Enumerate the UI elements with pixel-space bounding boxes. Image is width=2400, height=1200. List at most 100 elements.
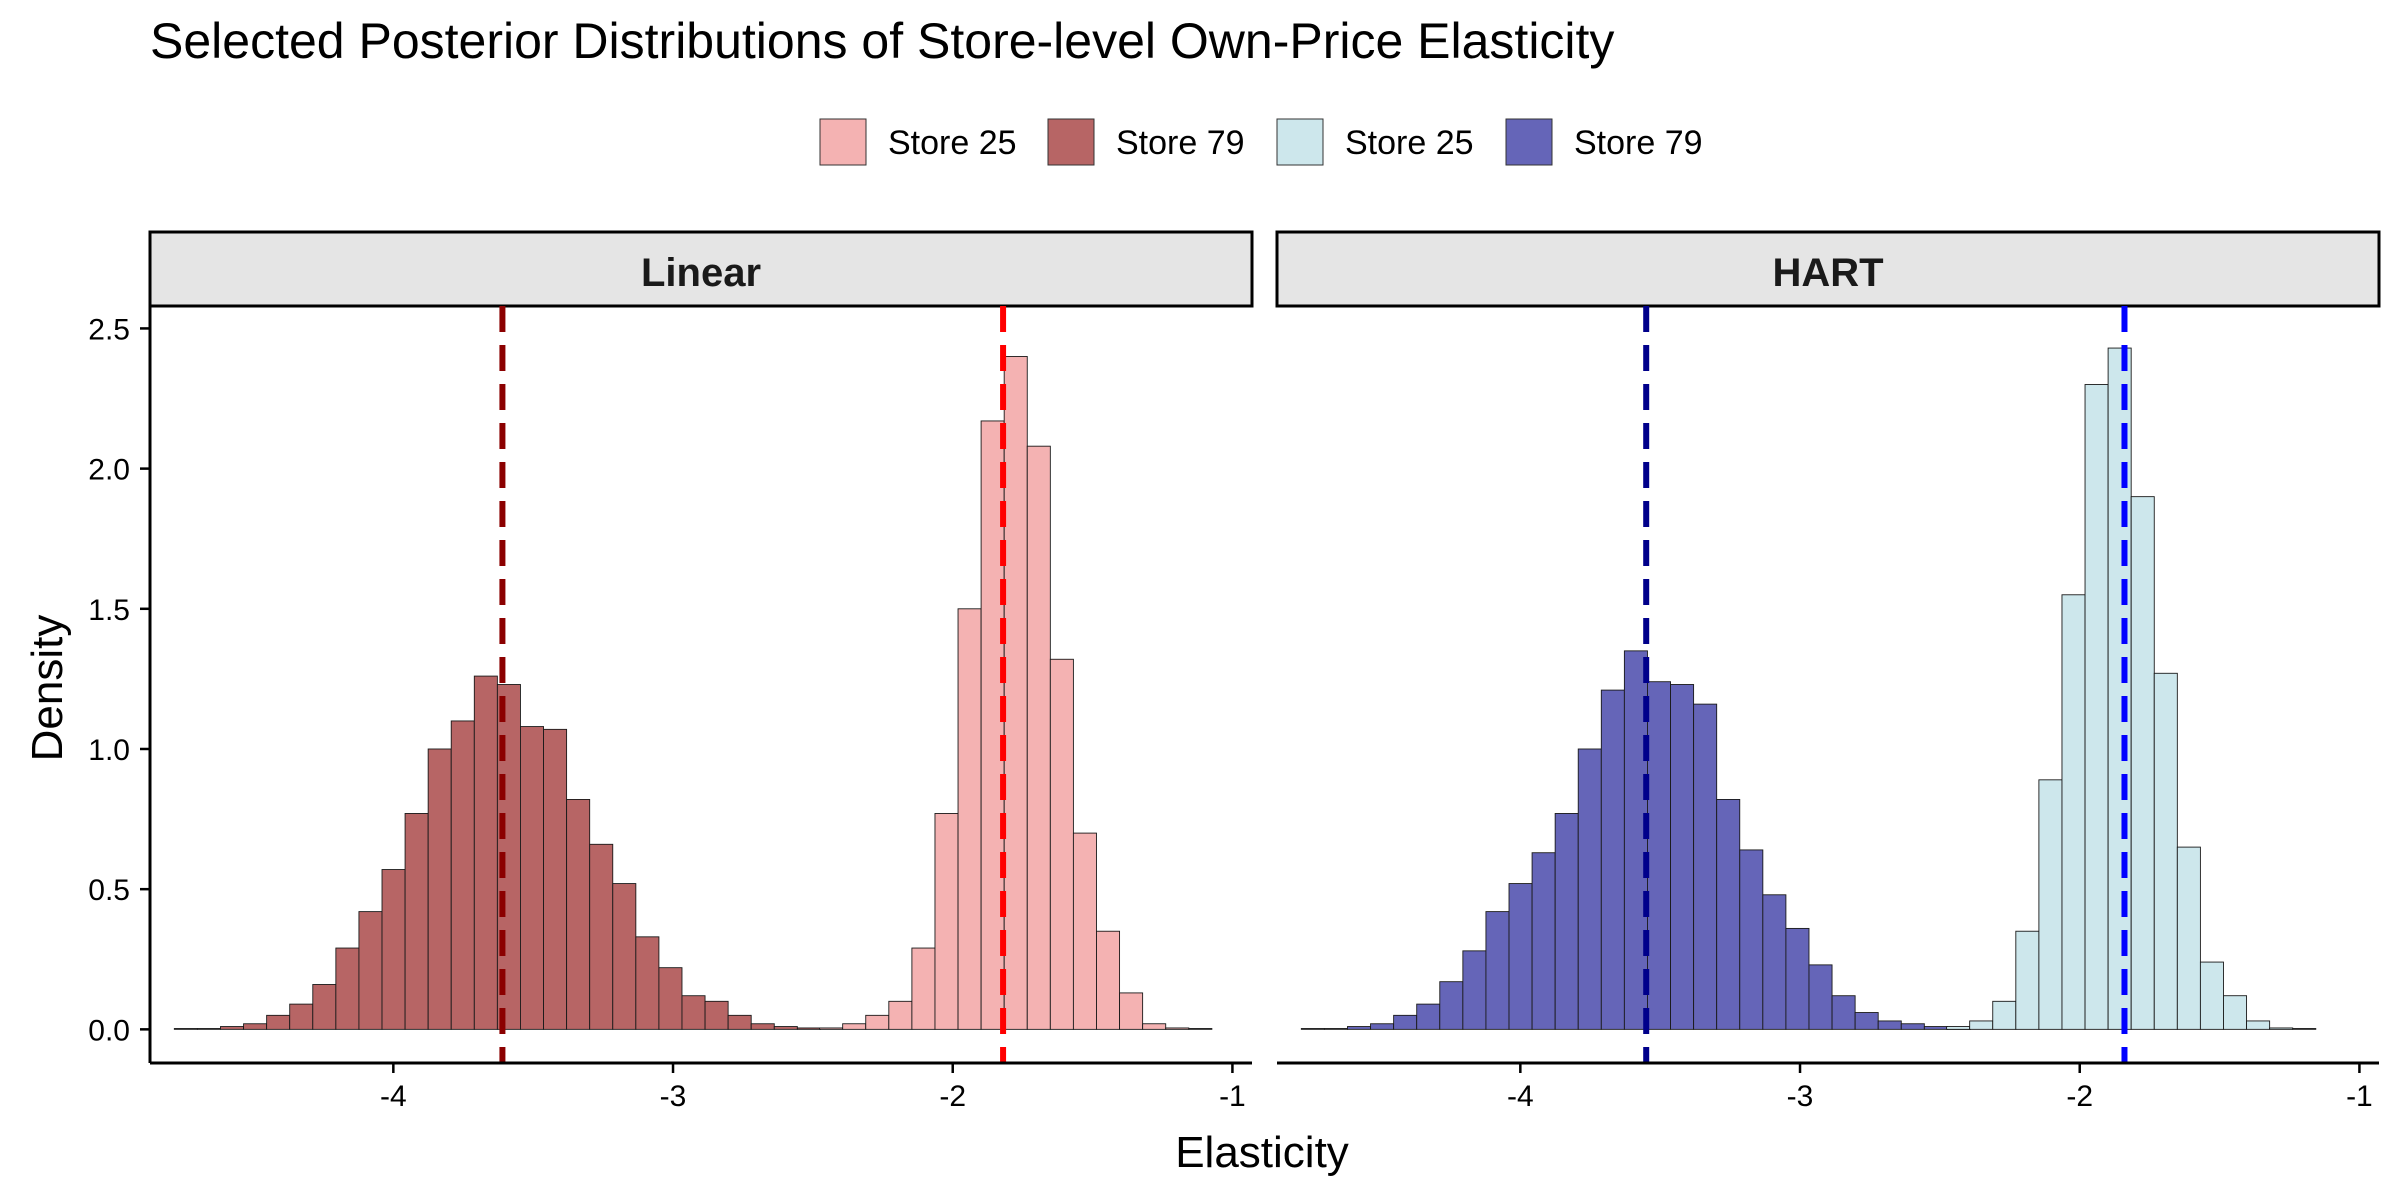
histogram-bar xyxy=(2038,779,2063,1030)
histogram-bar xyxy=(243,1023,268,1030)
histogram-bar xyxy=(1508,883,1533,1030)
chart-title: Selected Posterior Distributions of Stor… xyxy=(150,13,1614,69)
histogram-bar xyxy=(2153,672,2178,1030)
y-tick-label: 0.5 xyxy=(88,874,130,907)
legend-label: Store 25 xyxy=(888,124,1017,162)
facet-strip-label: HART xyxy=(1772,251,1883,295)
histogram-bar xyxy=(1739,849,1764,1030)
histogram-bar xyxy=(911,947,936,1030)
x-tick-label: -2 xyxy=(939,1080,966,1113)
histogram-bar xyxy=(1969,1020,1994,1030)
histogram-bar xyxy=(612,883,637,1030)
histogram-bar xyxy=(589,843,614,1030)
legend-swatch xyxy=(1047,118,1095,166)
y-tick-label: 1.5 xyxy=(88,594,130,627)
legend-label: Store 79 xyxy=(1116,124,1245,162)
histogram-bar xyxy=(1347,1026,1371,1030)
histogram-bar xyxy=(543,728,568,1030)
histogram-bar xyxy=(2269,1027,2294,1030)
facet-panels: Linear -4 -3 -2 -1 HART -4 -3 -2 -1 xyxy=(148,230,2381,1113)
legend: Store 25 Store 79 Store 25 Store 79 xyxy=(819,118,1703,166)
facet-panel-hart: HART -4 -3 -2 -1 xyxy=(1275,230,2381,1113)
histogram-bar xyxy=(1370,1023,1395,1030)
histogram-bar xyxy=(635,936,660,1030)
histogram-bar xyxy=(1854,1012,1879,1030)
histogram-bar xyxy=(819,1027,844,1030)
legend-label: Store 79 xyxy=(1574,124,1703,162)
histogram-bar xyxy=(1165,1027,1190,1030)
histogram-bar xyxy=(196,1028,221,1030)
y-tick-label: 0.0 xyxy=(88,1014,130,1047)
y-axis: 0.0 0.5 1.0 1.5 2.0 2.5 xyxy=(88,306,152,1063)
histogram-bar xyxy=(1300,1028,1325,1030)
histogram-bar xyxy=(2292,1028,2317,1030)
histogram-store-25 xyxy=(1946,347,2317,1030)
legend-swatch xyxy=(1505,118,1553,166)
histogram-bar xyxy=(1393,1014,1418,1030)
histogram-bar xyxy=(888,1000,913,1030)
x-tick-label: -4 xyxy=(380,1080,407,1113)
histogram-bar xyxy=(1531,852,1556,1030)
histogram-bar xyxy=(1188,1028,1213,1030)
histogram-bar xyxy=(220,1026,244,1030)
histogram-bar xyxy=(865,1014,890,1030)
histogram-bar xyxy=(1600,689,1625,1030)
facet-strip xyxy=(1275,230,2381,308)
histogram-bar xyxy=(1142,1023,1167,1030)
histogram-bar xyxy=(1485,911,1510,1030)
histogram-bar xyxy=(1831,995,1856,1030)
x-tick-label: -3 xyxy=(1787,1080,1814,1113)
histogram-bar xyxy=(1462,950,1487,1030)
histogram-bar xyxy=(704,1000,729,1030)
histogram-store-79 xyxy=(1300,650,1971,1030)
facet-strip xyxy=(148,230,1254,308)
histogram-bar xyxy=(1900,1023,1925,1030)
histogram-bar xyxy=(266,1014,291,1030)
y-tick-label: 2.0 xyxy=(88,454,130,487)
histogram-bar xyxy=(1416,1003,1441,1030)
x-tick-label: -1 xyxy=(1219,1080,1246,1113)
histogram-bar xyxy=(289,1003,314,1030)
histogram-bar xyxy=(312,984,337,1030)
histogram-bar xyxy=(1785,927,1810,1030)
histogram-bar xyxy=(957,608,982,1030)
histogram-bar xyxy=(1096,930,1121,1030)
histogram-bar xyxy=(1554,813,1579,1030)
histogram-bar xyxy=(750,1023,775,1030)
histogram-bar xyxy=(1647,681,1671,1030)
histogram-bar xyxy=(1072,832,1097,1030)
histogram-bar xyxy=(934,813,959,1030)
histogram-bar xyxy=(1716,799,1741,1030)
x-tick-label: -2 xyxy=(2066,1080,2093,1113)
histogram-bar xyxy=(1119,992,1144,1030)
histogram-bar xyxy=(1877,1020,1902,1030)
histogram-bar xyxy=(1439,981,1464,1030)
histogram-bar xyxy=(2246,1020,2271,1030)
histogram-bar xyxy=(2084,384,2109,1030)
histogram-store-79 xyxy=(173,675,821,1030)
legend-label: Store 25 xyxy=(1345,124,1474,162)
histogram-bar xyxy=(681,995,706,1030)
histogram-bar xyxy=(1808,964,1833,1030)
x-tick-label: -1 xyxy=(2346,1080,2373,1113)
y-tick-label: 1.0 xyxy=(88,734,130,767)
x-axis-title: Elasticity xyxy=(1175,1128,1349,1177)
histogram-bar xyxy=(473,675,498,1030)
histogram-store-25 xyxy=(819,356,1213,1030)
histogram-bar xyxy=(2176,846,2201,1030)
histogram-bar xyxy=(1946,1026,1971,1030)
histogram-bar xyxy=(2223,995,2248,1030)
histogram-bar xyxy=(566,799,591,1030)
histogram-bar xyxy=(2130,496,2155,1030)
histogram-bar xyxy=(1693,703,1718,1030)
histogram-bar xyxy=(2107,347,2132,1030)
histogram-bar xyxy=(450,720,475,1030)
histogram-bar xyxy=(1323,1028,1348,1030)
histogram-bar xyxy=(520,726,544,1030)
histogram-bar xyxy=(358,911,383,1030)
histogram-bar xyxy=(1003,356,1028,1030)
y-axis-title: Density xyxy=(23,615,72,762)
histogram-bar xyxy=(658,967,683,1030)
histogram-bar xyxy=(1577,748,1602,1030)
legend-item: Store 79 xyxy=(1505,118,1703,166)
